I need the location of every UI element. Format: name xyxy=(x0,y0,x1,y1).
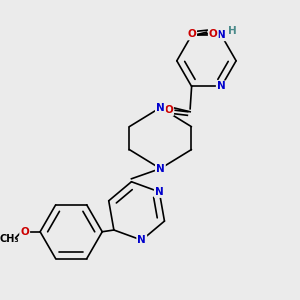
Text: N: N xyxy=(217,82,226,92)
Text: N: N xyxy=(137,235,146,245)
Text: N: N xyxy=(156,103,165,112)
Text: H: H xyxy=(228,26,237,36)
Text: CH₃: CH₃ xyxy=(0,234,20,244)
Text: O: O xyxy=(164,105,173,115)
Text: O: O xyxy=(20,227,29,237)
Text: O: O xyxy=(187,29,196,39)
Text: N: N xyxy=(155,187,164,197)
Text: O: O xyxy=(209,28,218,39)
Text: N: N xyxy=(156,164,165,174)
Text: N: N xyxy=(217,30,226,40)
